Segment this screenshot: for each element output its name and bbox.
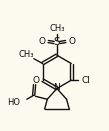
- Text: O: O: [68, 37, 75, 46]
- Text: O: O: [39, 37, 46, 46]
- Text: HO: HO: [7, 98, 20, 107]
- Text: Cl: Cl: [81, 76, 90, 85]
- Text: N: N: [54, 83, 60, 92]
- Text: O: O: [32, 76, 39, 85]
- Text: S: S: [54, 37, 60, 48]
- Text: CH₃: CH₃: [18, 50, 34, 59]
- Text: CH₃: CH₃: [49, 24, 65, 33]
